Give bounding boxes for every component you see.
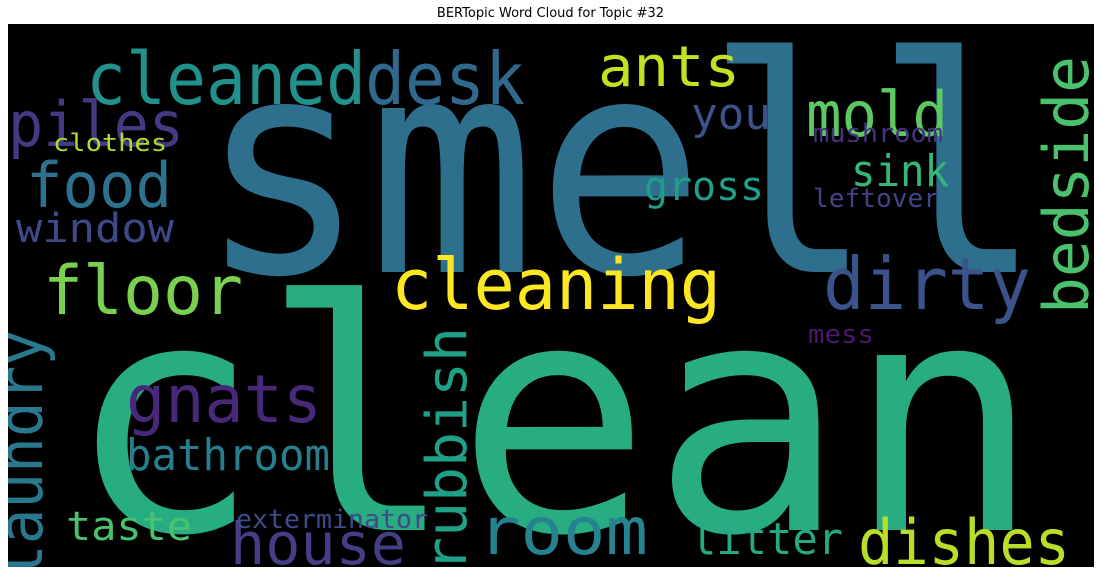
- word-ants: ants: [598, 35, 740, 100]
- word-room: room: [478, 493, 648, 567]
- word-dishes: dishes: [858, 506, 1070, 567]
- word-litter: litter: [691, 514, 843, 565]
- word-piles: piles: [8, 88, 184, 161]
- word-laundry: laundry: [8, 330, 57, 567]
- word-window: window: [16, 206, 175, 252]
- word-bedside: bedside: [1030, 56, 1094, 314]
- word-leftover: leftover: [813, 184, 939, 214]
- word-sink: sink: [851, 146, 949, 197]
- word-floor: floor: [43, 252, 243, 331]
- word-house: house: [230, 510, 406, 567]
- word-smell: smell: [198, 24, 1043, 343]
- word-you: you: [691, 89, 771, 140]
- word-mushroom: mushroom: [813, 119, 943, 149]
- word-rubbish: rubbish: [415, 327, 480, 567]
- word-dirty: dirty: [823, 242, 1031, 326]
- word-desk: desk: [365, 37, 525, 121]
- word-bathroom: bathroom: [126, 430, 330, 481]
- word-clean: clean: [66, 234, 1041, 567]
- word-gnats: gnats: [126, 361, 322, 438]
- word-gross: gross: [644, 164, 764, 210]
- figure-title: BERTopic Word Cloud for Topic #32: [436, 6, 665, 21]
- word-clothes: clothes: [53, 129, 167, 157]
- word-mold: mold: [806, 78, 948, 151]
- word-cloud-background: [8, 24, 1094, 567]
- word-cleaning: cleaning: [391, 244, 721, 326]
- word-exterminator: exterminator: [236, 505, 428, 535]
- word-cleaned: cleaned: [86, 37, 366, 121]
- word-taste: taste: [66, 504, 192, 550]
- word-food: food: [26, 149, 172, 222]
- word-mess: mess: [808, 320, 874, 350]
